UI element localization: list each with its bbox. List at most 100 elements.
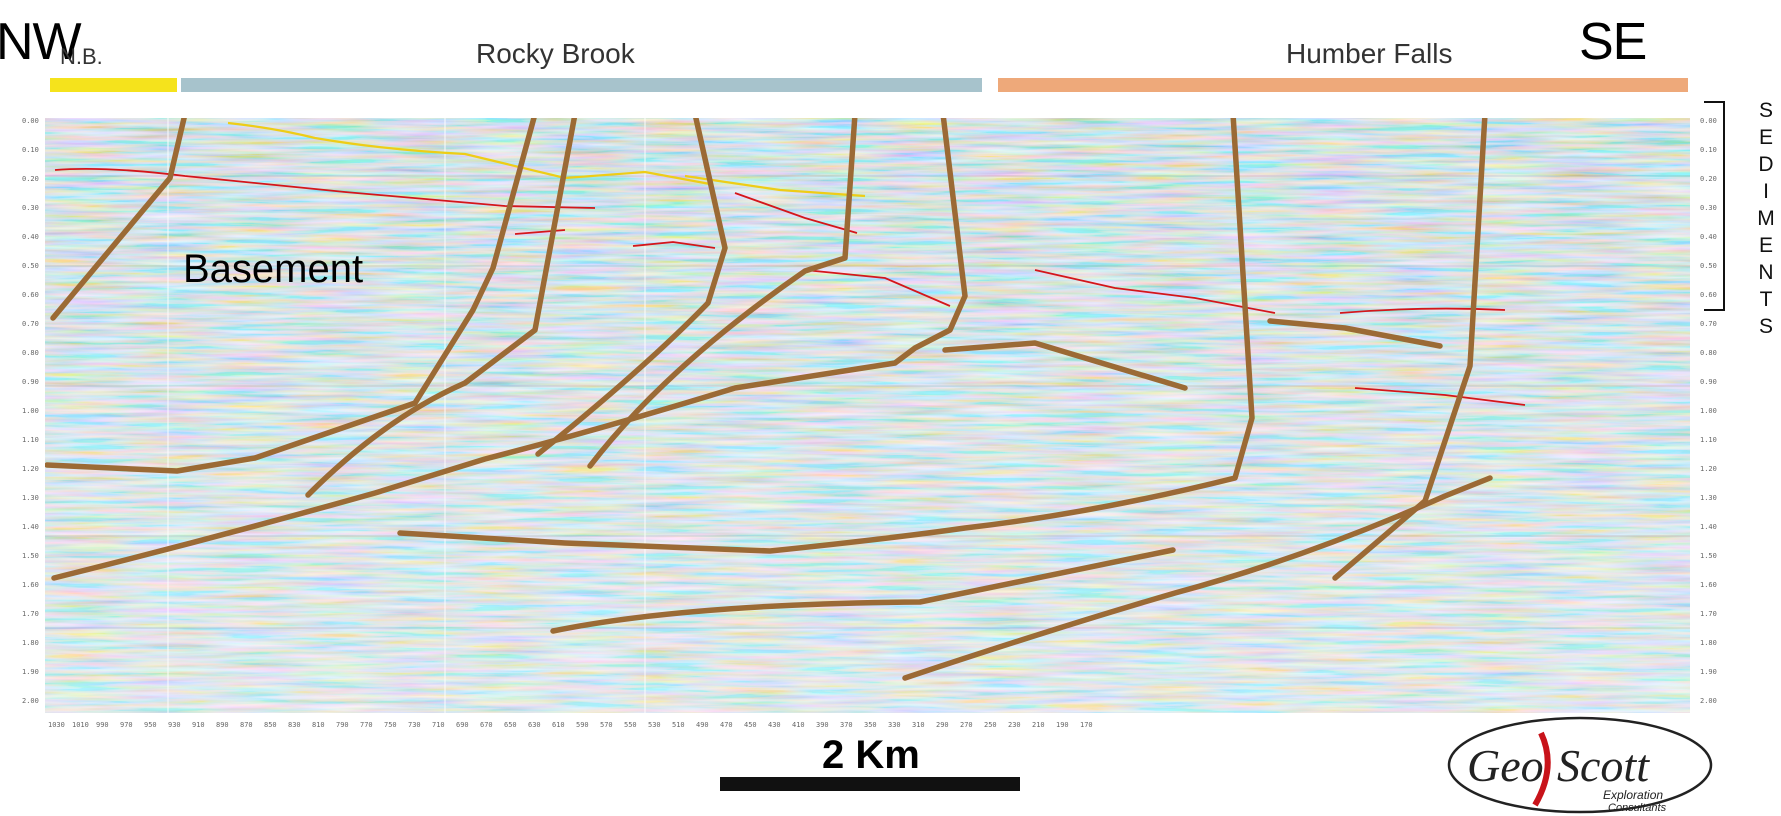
time-tick: 1.50 — [1700, 552, 1717, 560]
cdp-tick: 850 — [264, 721, 277, 729]
cdp-tick: 370 — [840, 721, 853, 729]
timeline-gridlines — [45, 175, 1690, 629]
time-tick: 0.70 — [22, 320, 39, 328]
cdp-tick: 730 — [408, 721, 421, 729]
time-tick: 1.50 — [22, 552, 39, 560]
cdp-tick: 250 — [984, 721, 997, 729]
logo-text-exploration: Exploration — [1603, 788, 1663, 802]
cdp-tick: 710 — [432, 721, 445, 729]
time-tick: 1.30 — [1700, 494, 1717, 502]
cdp-tick: 830 — [288, 721, 301, 729]
cdp-tick: 970 — [120, 721, 133, 729]
sediments-letter: D — [1758, 153, 1774, 176]
cdp-tick: 930 — [168, 721, 181, 729]
cdp-tick: 270 — [960, 721, 973, 729]
sediments-bracket — [1704, 101, 1725, 311]
cdp-tick: 430 — [768, 721, 781, 729]
time-tick: 1.40 — [1700, 523, 1717, 531]
sediments-letter: S — [1758, 99, 1773, 122]
cdp-tick: 170 — [1080, 721, 1093, 729]
time-tick: 1.70 — [1700, 610, 1717, 618]
time-tick: 2.00 — [1700, 697, 1717, 705]
time-tick: 1.20 — [22, 465, 39, 473]
scale-bar-label: 2 Km — [822, 733, 920, 777]
rocky-brook-label: Rocky Brook — [476, 38, 635, 69]
cdp-tick: 950 — [144, 721, 157, 729]
cdp-tick: 410 — [792, 721, 805, 729]
cdp-tick: 910 — [192, 721, 205, 729]
time-tick: 1.60 — [1700, 581, 1717, 589]
humber-falls-bar — [998, 78, 1688, 92]
cdp-tick: 650 — [504, 721, 517, 729]
cdp-tick: 590 — [576, 721, 589, 729]
time-tick: 0.90 — [1700, 378, 1717, 386]
nb-label: N.B. — [60, 44, 103, 69]
cdp-tick: 990 — [96, 721, 109, 729]
sediments-letter: I — [1763, 180, 1769, 203]
rocky-brook-bar — [181, 78, 982, 92]
time-tick: 1.00 — [1700, 407, 1717, 415]
sediments-letter: M — [1757, 207, 1775, 230]
cdp-tick: 1010 — [72, 721, 89, 729]
time-tick: 1.80 — [1700, 639, 1717, 647]
time-tick: 0.80 — [1700, 349, 1717, 357]
cdp-tick: 810 — [312, 721, 325, 729]
time-tick: 0.20 — [1700, 175, 1717, 183]
nb-bar — [50, 78, 177, 92]
time-tick: 0.30 — [1700, 204, 1717, 212]
cdp-tick: 750 — [384, 721, 397, 729]
sediments-letter: S — [1758, 315, 1773, 338]
time-tick: 1.80 — [22, 639, 39, 647]
time-tick: 0.00 — [22, 117, 39, 125]
time-tick: 0.50 — [22, 262, 39, 270]
time-tick: 0.80 — [22, 349, 39, 357]
direction-nw-label: NW — [0, 13, 82, 71]
time-tick: 1.20 — [1700, 465, 1717, 473]
cdp-tick: 690 — [456, 721, 469, 729]
time-tick: 1.70 — [22, 610, 39, 618]
time-tick: 1.10 — [1700, 436, 1717, 444]
sediments-letter: E — [1758, 234, 1773, 257]
cdp-tick: 190 — [1056, 721, 1069, 729]
cdp-tick: 470 — [720, 721, 733, 729]
cdp-tick: 570 — [600, 721, 613, 729]
time-tick: 0.10 — [1700, 146, 1717, 154]
cdp-tick: 770 — [360, 721, 373, 729]
time-tick: 1.90 — [1700, 668, 1717, 676]
cdp-tick: 230 — [1008, 721, 1021, 729]
basement-label: Basement — [183, 247, 364, 291]
time-tick: 1.60 — [22, 581, 39, 589]
cdp-tick: 450 — [744, 721, 757, 729]
cdp-tick: 210 — [1032, 721, 1045, 729]
time-tick: 0.50 — [1700, 262, 1717, 270]
scale-bar — [720, 777, 1020, 791]
cdp-tick: 670 — [480, 721, 493, 729]
time-tick: 1.40 — [22, 523, 39, 531]
time-tick: 0.60 — [22, 291, 39, 299]
humber-falls-label: Humber Falls — [1286, 38, 1453, 69]
cdp-tick: 330 — [888, 721, 901, 729]
time-tick: 1.10 — [22, 436, 39, 444]
cdp-tick: 390 — [816, 721, 829, 729]
time-tick: 0.10 — [22, 146, 39, 154]
logo-text-geo: Geo — [1467, 740, 1544, 791]
faults — [45, 118, 1493, 681]
time-tick: 0.70 — [1700, 320, 1717, 328]
cdp-tick: 1030 — [48, 721, 65, 729]
time-tick: 0.40 — [22, 233, 39, 241]
time-tick: 1.00 — [22, 407, 39, 415]
seismic-wash — [45, 118, 1690, 713]
time-tick: 0.20 — [22, 175, 39, 183]
red-horizons — [54, 167, 1526, 406]
logo-text-scott: Scott — [1557, 740, 1650, 791]
cdp-tick: 790 — [336, 721, 349, 729]
sediments-letter: T — [1759, 288, 1773, 311]
sediments-letter: E — [1758, 126, 1773, 149]
time-tick: 0.90 — [22, 378, 39, 386]
time-tick: 0.60 — [1700, 291, 1717, 299]
logo-text-consultants: Consultants — [1608, 802, 1667, 814]
time-tick: 0.00 — [1700, 117, 1717, 125]
cdp-tick: 290 — [936, 721, 949, 729]
cdp-tick: 550 — [624, 721, 637, 729]
time-tick: 2.00 — [22, 697, 39, 705]
